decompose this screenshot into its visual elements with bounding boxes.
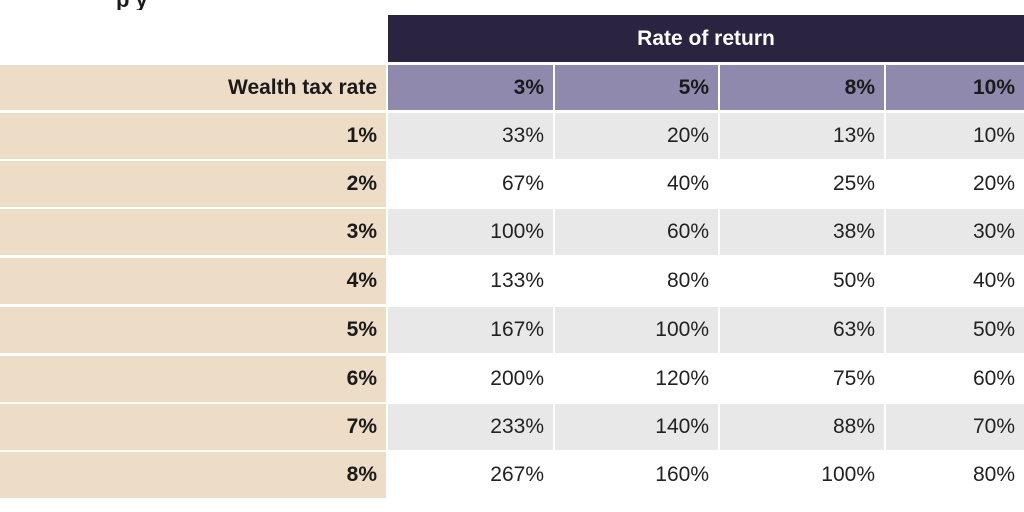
table-cell: 10%: [886, 113, 1024, 159]
table-cell: 140%: [555, 404, 718, 450]
chart-title: p y: [116, 0, 148, 10]
table-cell: 67%: [388, 161, 553, 207]
table-cell: 80%: [886, 452, 1024, 498]
table-cell: 20%: [886, 161, 1024, 207]
table-cell: 38%: [720, 209, 884, 255]
row-header-label: Wealth tax rate: [0, 65, 386, 110]
row-label: 4%: [0, 258, 386, 304]
column-header: 10%: [886, 65, 1024, 110]
table-cell: 50%: [886, 307, 1024, 353]
table-cell: 30%: [886, 209, 1024, 255]
column-header: 8%: [720, 65, 884, 110]
table-cell: 13%: [720, 113, 884, 159]
table-cell: 40%: [886, 258, 1024, 304]
table-cell: 80%: [555, 258, 718, 304]
table-cell: 20%: [555, 113, 718, 159]
table-cell: 63%: [720, 307, 884, 353]
table-cell: 60%: [886, 356, 1024, 402]
row-label: 2%: [0, 161, 386, 207]
table-cell: 160%: [555, 452, 718, 498]
table-cell: 60%: [555, 209, 718, 255]
table-cell: 70%: [886, 404, 1024, 450]
table-cell: 88%: [720, 404, 884, 450]
table-cell: 100%: [388, 209, 553, 255]
table-cell: 50%: [720, 258, 884, 304]
row-label: 1%: [0, 113, 386, 159]
row-label: 6%: [0, 356, 386, 402]
table-cell: 25%: [720, 161, 884, 207]
column-header: 5%: [555, 65, 718, 110]
table-cell: 233%: [388, 404, 553, 450]
table-cell: 100%: [720, 452, 884, 498]
column-group-header: Rate of return: [388, 15, 1024, 62]
table-cell: 75%: [720, 356, 884, 402]
row-label: 3%: [0, 209, 386, 255]
table-cell: 267%: [388, 452, 553, 498]
column-header: 3%: [388, 65, 553, 110]
row-label: 5%: [0, 307, 386, 353]
table-cell: 120%: [555, 356, 718, 402]
chart-title-clipped: p y: [0, 0, 1024, 10]
row-label: 7%: [0, 404, 386, 450]
table-cell: 40%: [555, 161, 718, 207]
table-cell: 167%: [388, 307, 553, 353]
table-cell: 133%: [388, 258, 553, 304]
table-cell: 100%: [555, 307, 718, 353]
table-cell: 33%: [388, 113, 553, 159]
table-cell: 200%: [388, 356, 553, 402]
row-label: 8%: [0, 452, 386, 498]
